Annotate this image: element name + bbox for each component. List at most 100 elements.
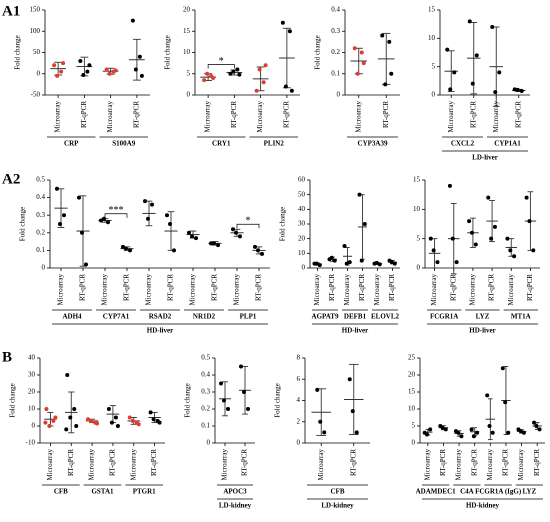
- data-point: [261, 80, 266, 85]
- data-point: [124, 246, 128, 251]
- category-label: RT-qPCR: [80, 101, 88, 128]
- data-point: [150, 202, 154, 207]
- y-tick-label: 30: [298, 220, 306, 228]
- data-point: [350, 409, 355, 414]
- y-tick-label: 15: [408, 388, 416, 396]
- data-point: [450, 236, 455, 241]
- data-point: [489, 236, 494, 241]
- y-tick-label: 100: [30, 27, 41, 35]
- group-label: CRP: [64, 140, 79, 148]
- data-point: [74, 424, 79, 428]
- group-label: PLIN2: [264, 140, 285, 148]
- group-label: ADAMDEC1: [416, 488, 457, 496]
- category-label: RT-qPCR: [109, 449, 117, 476]
- data-point: [190, 234, 194, 239]
- data-point: [61, 61, 66, 66]
- data-point: [467, 19, 472, 24]
- data-point: [81, 73, 86, 78]
- data-point: [226, 407, 230, 411]
- data-point: [260, 251, 264, 256]
- y-tick-label: 8: [297, 354, 301, 362]
- category-label: Microarray: [101, 274, 109, 306]
- category-label: RT-qPCR: [526, 274, 534, 301]
- y-tick-label: 0.4: [201, 371, 210, 379]
- y-tick-label: 30: [28, 371, 36, 379]
- y-tick-label: 40: [298, 205, 306, 213]
- category-label: Microarray: [233, 274, 241, 306]
- data-point: [361, 61, 366, 66]
- data-point: [139, 73, 144, 78]
- data-point: [72, 407, 77, 411]
- data-point: [485, 393, 490, 398]
- data-point: [133, 67, 138, 72]
- data-point: [106, 220, 110, 225]
- category-label: Microarray: [46, 449, 54, 481]
- y-tick-label: 10: [408, 405, 416, 413]
- group-label: AGPAT9: [312, 313, 339, 321]
- y-tick-label: 0: [32, 422, 36, 430]
- data-point: [497, 70, 502, 75]
- group-label: DEFB1: [344, 313, 367, 321]
- y-tick-label: 0.3: [331, 27, 340, 35]
- data-point: [503, 400, 508, 405]
- data-point: [234, 230, 238, 235]
- category-label: Microarray: [129, 449, 137, 481]
- y-tick-label: 0.4: [331, 6, 340, 14]
- y-axis-label: Fold change: [314, 35, 322, 69]
- data-point: [515, 87, 520, 92]
- data-point: [318, 419, 323, 424]
- data-point: [253, 244, 257, 249]
- category-label: RT-qPCR: [150, 449, 158, 476]
- data-point: [143, 199, 147, 204]
- significance-label: *: [219, 56, 224, 67]
- group-label: NR1D2: [193, 313, 216, 321]
- y-tick-label: 0: [412, 439, 416, 447]
- category-label: RT-qPCR: [230, 101, 238, 128]
- data-point: [283, 84, 288, 89]
- data-point: [527, 219, 532, 224]
- y-tick-label: 0.2: [331, 48, 340, 56]
- data-point: [52, 63, 57, 68]
- category-label: RT-qPCR: [123, 274, 131, 301]
- category-label: Microarray: [373, 274, 381, 306]
- category-label: Microarray: [343, 274, 351, 306]
- category-label: Microarray: [57, 274, 65, 306]
- data-point: [359, 258, 364, 263]
- data-point: [448, 87, 453, 92]
- data-point: [452, 70, 457, 75]
- data-point: [431, 248, 436, 253]
- data-point: [383, 82, 388, 87]
- group-label: CFB: [54, 488, 68, 496]
- data-point: [531, 248, 536, 253]
- y-tick-label: 5: [412, 422, 416, 430]
- data-point: [357, 192, 362, 197]
- y-tick-label: 4: [297, 396, 301, 404]
- y-tick-label: 10: [413, 205, 421, 213]
- category-label: Microarray: [486, 449, 494, 481]
- y-tick-label: 0.1: [36, 246, 45, 254]
- data-point: [78, 59, 83, 63]
- y-tick-label: -50: [31, 91, 41, 99]
- category-label: RT-qPCR: [439, 449, 447, 476]
- group-label: RSAD2: [149, 313, 172, 321]
- data-point: [55, 186, 59, 191]
- data-point: [53, 415, 58, 420]
- category-label: RT-qPCR: [502, 449, 510, 476]
- category-label: Microarray: [189, 274, 197, 306]
- category-label: RT-qPCR: [514, 101, 522, 128]
- group-label: CYP1A1: [494, 140, 521, 148]
- data-point: [235, 67, 240, 72]
- data-point: [314, 261, 319, 266]
- category-label: RT-qPCR: [211, 274, 219, 301]
- y-tick-label: -10: [26, 439, 36, 447]
- group-label: CFB: [331, 488, 345, 496]
- data-point: [374, 260, 379, 265]
- data-point: [68, 415, 73, 420]
- category-label: Microarray: [145, 274, 153, 306]
- data-point: [151, 417, 156, 422]
- data-point: [537, 427, 542, 432]
- y-tick-label: 20: [28, 388, 36, 396]
- data-point: [380, 33, 385, 38]
- category-label: RT-qPCR: [349, 449, 357, 476]
